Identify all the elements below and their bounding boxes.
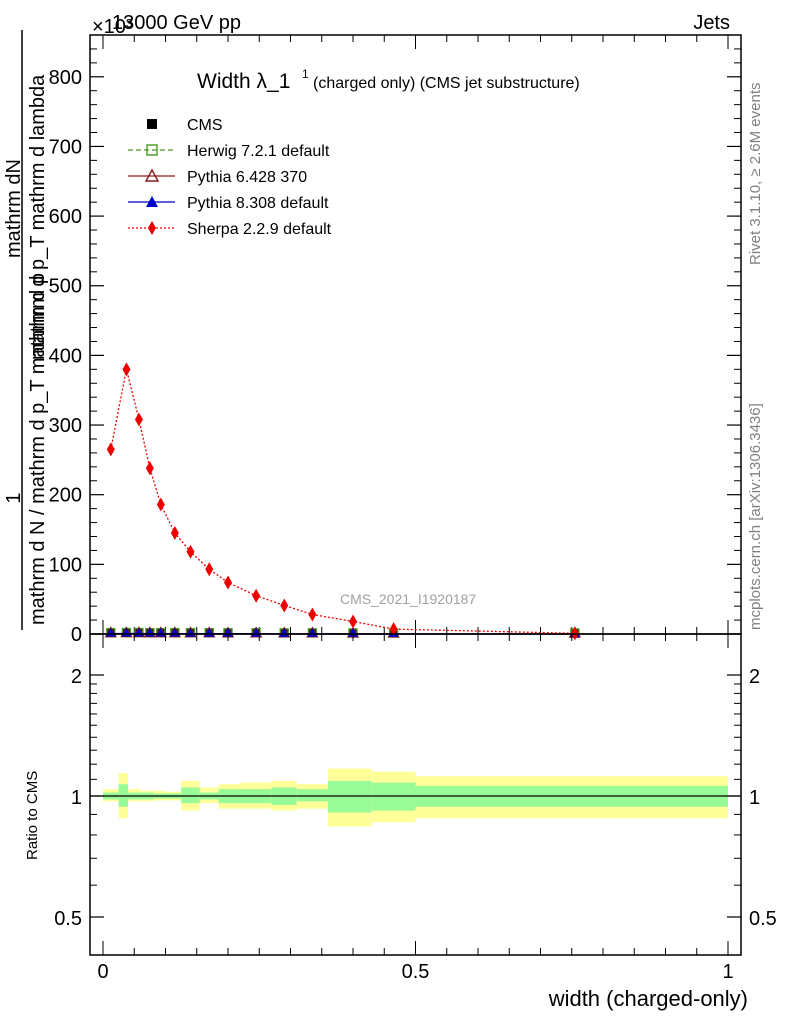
ratio-inner-band: [296, 789, 328, 802]
data-point: [224, 575, 232, 590]
data-point: [122, 362, 131, 377]
ratio-y-tick-label-right: 2: [749, 666, 760, 688]
header-jets: Jets: [693, 12, 730, 34]
data-point: [280, 598, 289, 613]
x-tick-label: 0: [97, 961, 108, 983]
xlabel: width (charged-only): [548, 986, 748, 1011]
y-tick-label: 500: [49, 276, 82, 298]
x-tick-label: 1: [722, 961, 733, 983]
ratio-y-tick-label-right: 1: [749, 787, 760, 809]
data-point: [205, 562, 214, 577]
legend-entry: CMS: [147, 117, 223, 134]
ratio-y-tick-label-right: 0.5: [749, 908, 777, 930]
y-tick-label: 0: [71, 624, 82, 646]
legend: CMS Herwig 7.2.1 default Pythia 6.428 370 P…: [128, 117, 332, 238]
legend-marker: [146, 196, 158, 207]
main-y-axis: 0 100 200 300 400 500 600 700 800: [49, 34, 741, 646]
ratio-y-axis: 0.5 0.5 1 1 2 2: [54, 666, 777, 930]
plot-title: Width λ_1 1 (charged only) (CMS jet subs…: [197, 67, 580, 93]
legend-entry: Herwig 7.2.1 default: [128, 143, 330, 160]
y-tick-label: 300: [49, 415, 82, 437]
y-tick-label: 700: [49, 136, 82, 158]
data-point: [145, 461, 154, 476]
legend-marker: [146, 144, 158, 156]
legend-label: CMS: [187, 117, 223, 134]
data-point: [389, 622, 398, 637]
title-rest: (charged only) (CMS jet substructure): [313, 75, 580, 92]
y-tick-label: 600: [49, 206, 82, 228]
legend-label: Pythia 6.428 370: [187, 169, 307, 186]
ratio-y-tick-label: 1: [71, 787, 82, 809]
data-point: [106, 442, 115, 457]
y-tick-label: 100: [49, 554, 82, 576]
data-point: [349, 614, 357, 629]
series-line: [110, 369, 575, 634]
data-point: [156, 497, 165, 512]
y-tick-label: 200: [49, 485, 82, 507]
ratio-y-tick-label: 0.5: [54, 908, 82, 930]
legend-label: Herwig 7.2.1 default: [187, 143, 330, 160]
legend-label: Sherpa 2.2.9 default: [187, 221, 332, 238]
data-point: [308, 607, 317, 622]
x-tick-label: 0.5: [402, 961, 430, 983]
rivet-label: Rivet 3.1.10, ≥ 2.6M events: [747, 83, 764, 266]
data-point: [170, 526, 179, 541]
legend-entry: Pythia 8.308 default: [128, 195, 329, 212]
ratio-inner-band: [328, 780, 372, 813]
legend-entry: Sherpa 2.2.9 default: [128, 221, 332, 238]
data-point: [186, 544, 195, 559]
analysis-watermark: CMS_2021_I1920187: [340, 591, 476, 607]
title-main: Width λ_1: [197, 70, 290, 93]
ylabel-num: mathrm dN: [3, 159, 25, 258]
legend-label: Pythia 8.308 default: [187, 195, 329, 212]
ratio-x-axis: 0 0.5 1: [97, 634, 734, 983]
data-point: [134, 412, 143, 427]
legend-marker: [148, 221, 156, 235]
main-ylabel: 1 mathrm d N / mathrm d p_T mathrm d p m…: [3, 30, 49, 630]
mcplots-label: mcplots.cern.ch [arXiv:1306.3436]: [747, 403, 764, 630]
y-tick-label: 800: [49, 67, 82, 89]
series-sherpa-2-2-9-default: [106, 362, 579, 641]
header-exponent: ×10³: [92, 16, 133, 38]
legend-entry: Pythia 6.428 370: [128, 168, 307, 186]
data-point: [252, 588, 261, 603]
ylabel-prefix-den: mathrm d N / mathrm d p_T mathrm d p: [27, 273, 49, 625]
ratio-inner-band: [181, 787, 200, 804]
legend-marker: [147, 119, 157, 129]
ratio-bands: [90, 768, 741, 827]
legend-marker: [144, 168, 160, 182]
header-energy: 13000 GeV pp: [112, 12, 241, 34]
ylabel-den: mathrm d p_T mathrm d lambda: [27, 74, 49, 360]
y-tick-label: 400: [49, 345, 82, 367]
title-sup: 1: [302, 67, 309, 81]
ratio-ylabel: Ratio to CMS: [24, 771, 41, 860]
ratio-y-tick-label: 2: [71, 666, 82, 688]
ylabel-prefix-num: 1: [3, 492, 25, 503]
